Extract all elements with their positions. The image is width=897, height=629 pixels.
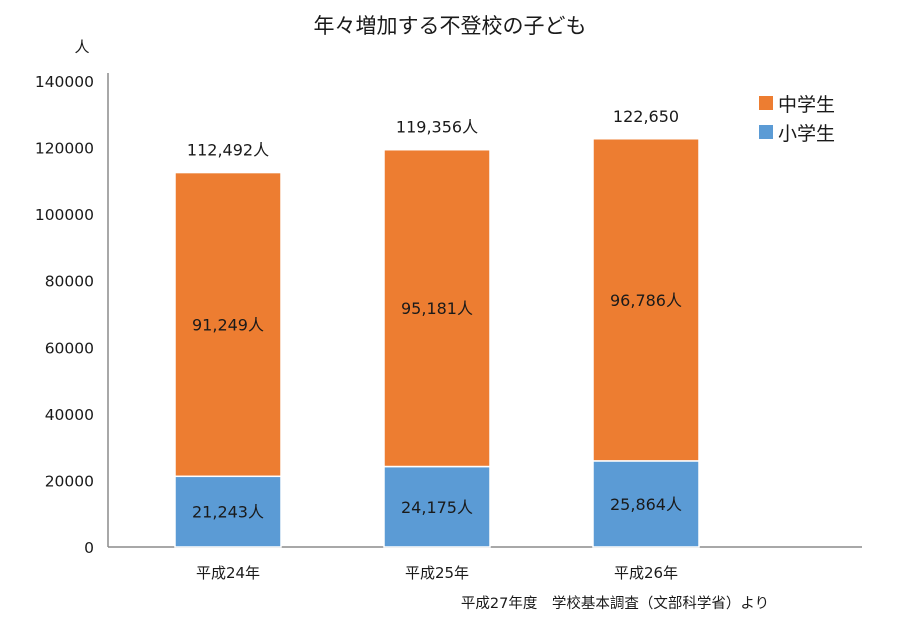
y-tick-label: 60000 [45,339,94,357]
data-label: 96,786人 [610,291,682,310]
y-tick-label: 40000 [45,406,94,424]
bar-elementary [592,460,700,548]
bars [174,138,700,548]
total-label: 122,650 [613,107,679,126]
data-label: 21,243人 [192,503,264,522]
bar-elementary [174,475,282,548]
data-label: 25,864人 [610,495,682,514]
data-label: 24,175人 [401,498,473,517]
y-tick-label: 20000 [45,472,94,490]
data-label: 91,249人 [192,315,264,334]
source-note: 平成27年度 学校基本調査（文部科学省）より [461,595,769,612]
total-label: 112,492人 [187,141,269,160]
y-tick-label: 120000 [35,140,94,158]
data-label: 95,181人 [401,299,473,318]
legend-swatch [759,96,773,110]
y-tick-label: 140000 [35,73,94,91]
y-tick-label: 100000 [35,206,94,224]
x-tick-label: 平成26年 [614,564,678,582]
total-label: 119,356人 [396,118,478,137]
chart-title: 年々増加する不登校の子ども [314,14,587,38]
y-tick-label: 80000 [45,273,94,291]
bar-elementary [383,465,491,548]
bar-junior-high [174,171,282,478]
bar-junior-high [592,138,700,462]
bar-junior-high [383,148,491,468]
y-axis-unit-label: 人 [74,38,89,56]
x-tick-label: 平成24年 [196,564,260,582]
legend-label: 中学生 [778,94,835,116]
legend-swatch [759,125,773,139]
x-tick-label: 平成25年 [405,564,469,582]
y-tick-label: 0 [84,539,94,557]
legend-label: 小学生 [778,123,835,145]
